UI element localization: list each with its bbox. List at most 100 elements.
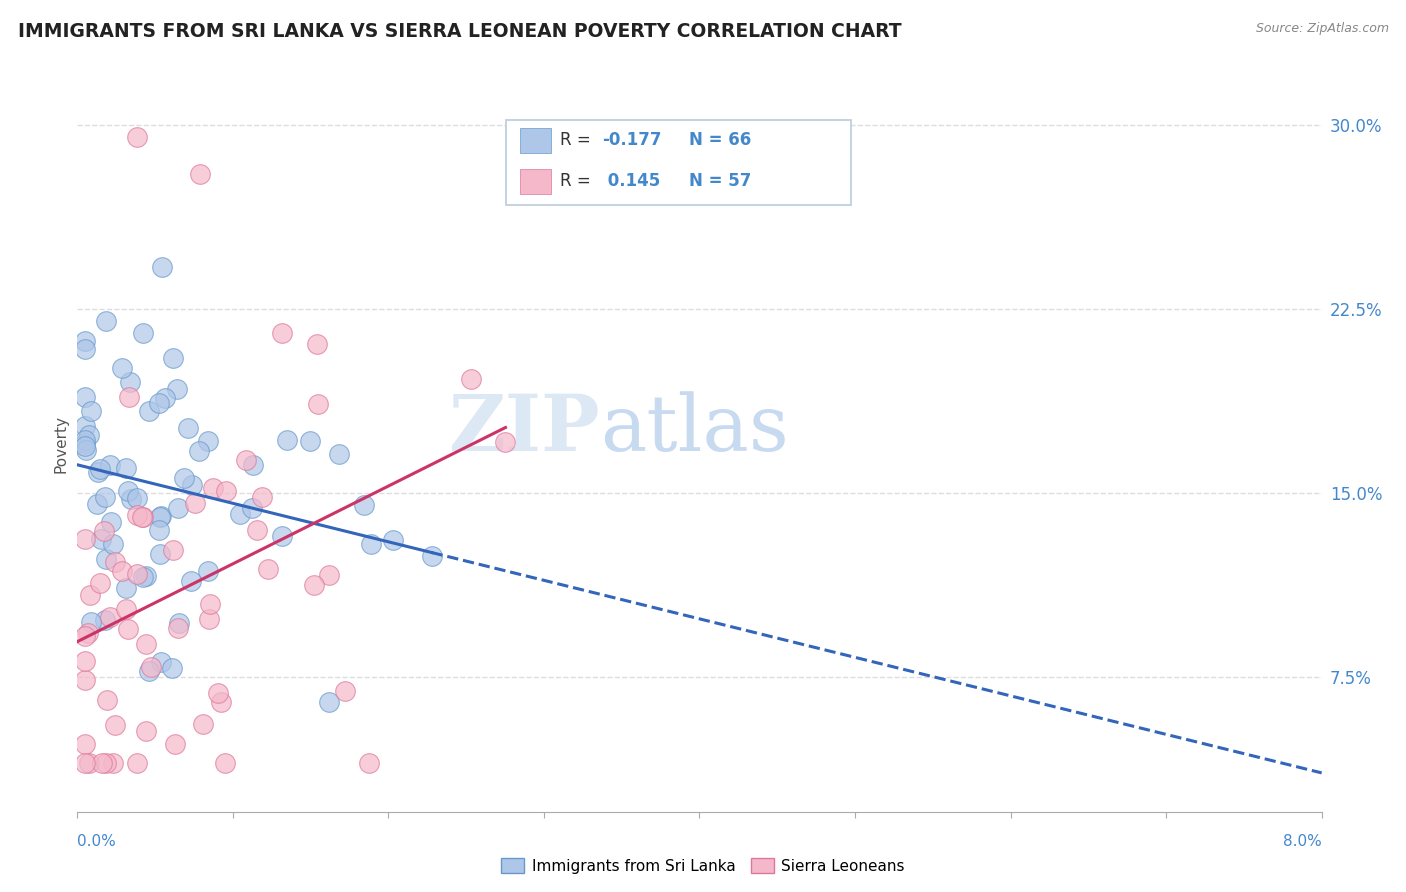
Point (353, 498, 375, 512)
Y-axis label: Poverty: Poverty (53, 415, 69, 473)
Point (149, 547, 172, 561)
Point (125, 491, 148, 506)
Point (214, 756, 236, 770)
Point (79, 588, 101, 602)
Point (132, 510, 155, 524)
Point (197, 434, 219, 448)
Point (246, 523, 269, 537)
Point (183, 496, 205, 510)
Point (96, 314, 118, 328)
Point (75, 532, 97, 546)
Point (190, 167, 212, 181)
Point (240, 501, 263, 516)
Point (420, 549, 443, 564)
Text: N = 66: N = 66 (689, 131, 751, 149)
Point (495, 435, 517, 450)
Point (166, 382, 188, 396)
Point (96, 692, 118, 706)
Point (335, 684, 357, 698)
Legend: Immigrants from Sri Lanka, Sierra Leoneans: Immigrants from Sri Lanka, Sierra Leonea… (495, 852, 911, 880)
Point (197, 564, 219, 578)
Point (131, 509, 153, 524)
Point (148, 524, 170, 538)
Point (100, 515, 122, 529)
Point (360, 537, 382, 551)
Point (115, 461, 138, 475)
Point (111, 361, 134, 376)
Point (198, 597, 221, 611)
Point (165, 737, 187, 751)
Point (139, 660, 162, 674)
Point (132, 570, 155, 584)
Point (229, 507, 252, 521)
Text: R =: R = (560, 131, 596, 149)
Point (114, 602, 136, 616)
Text: atlas: atlas (600, 392, 789, 467)
Point (93, 613, 115, 627)
Point (125, 508, 148, 522)
Point (75, 653, 97, 667)
Text: N = 57: N = 57 (689, 172, 751, 190)
Point (299, 434, 322, 448)
Point (117, 484, 139, 499)
Point (135, 569, 157, 583)
Point (242, 458, 264, 472)
Point (75, 629, 97, 643)
Point (75, 737, 97, 751)
Point (138, 665, 160, 679)
Text: 8.0%: 8.0% (1282, 834, 1322, 849)
Point (135, 637, 157, 651)
Point (138, 404, 160, 418)
Point (115, 581, 138, 595)
Point (101, 537, 124, 551)
Point (101, 756, 124, 770)
Point (125, 130, 148, 145)
Point (357, 756, 380, 770)
Point (117, 622, 139, 636)
Point (104, 556, 127, 570)
Point (173, 471, 195, 485)
Point (98, 610, 121, 624)
Point (460, 371, 482, 385)
Point (382, 533, 405, 547)
Point (75, 673, 97, 688)
Point (89, 461, 111, 475)
Point (75, 418, 97, 433)
Point (75, 334, 97, 348)
Point (162, 543, 184, 558)
Point (207, 686, 229, 700)
Point (271, 326, 294, 341)
Point (180, 478, 202, 492)
Point (118, 390, 141, 404)
Point (87, 465, 110, 479)
Point (120, 376, 142, 390)
Point (75, 756, 97, 770)
Point (180, 574, 202, 589)
Point (271, 529, 294, 543)
Point (318, 567, 340, 582)
Point (307, 397, 329, 411)
Point (98, 458, 121, 472)
Point (250, 490, 273, 504)
Point (198, 612, 221, 626)
Point (153, 391, 176, 405)
Point (167, 616, 190, 631)
Point (215, 483, 238, 498)
Point (162, 351, 184, 365)
Text: 0.145: 0.145 (602, 172, 659, 190)
Text: IMMIGRANTS FROM SRI LANKA VS SIERRA LEONEAN POVERTY CORRELATION CHART: IMMIGRANTS FROM SRI LANKA VS SIERRA LEON… (18, 22, 901, 41)
Point (307, 337, 329, 351)
Point (94, 490, 117, 504)
Point (127, 567, 149, 582)
Point (188, 444, 211, 458)
Point (80, 615, 103, 629)
Point (256, 562, 278, 576)
Point (80, 404, 103, 418)
Point (75, 435, 97, 450)
Point (94, 756, 117, 770)
Point (135, 724, 157, 739)
Point (302, 577, 325, 591)
Point (191, 716, 214, 731)
Text: ZIP: ZIP (449, 391, 600, 467)
Point (77, 427, 100, 442)
